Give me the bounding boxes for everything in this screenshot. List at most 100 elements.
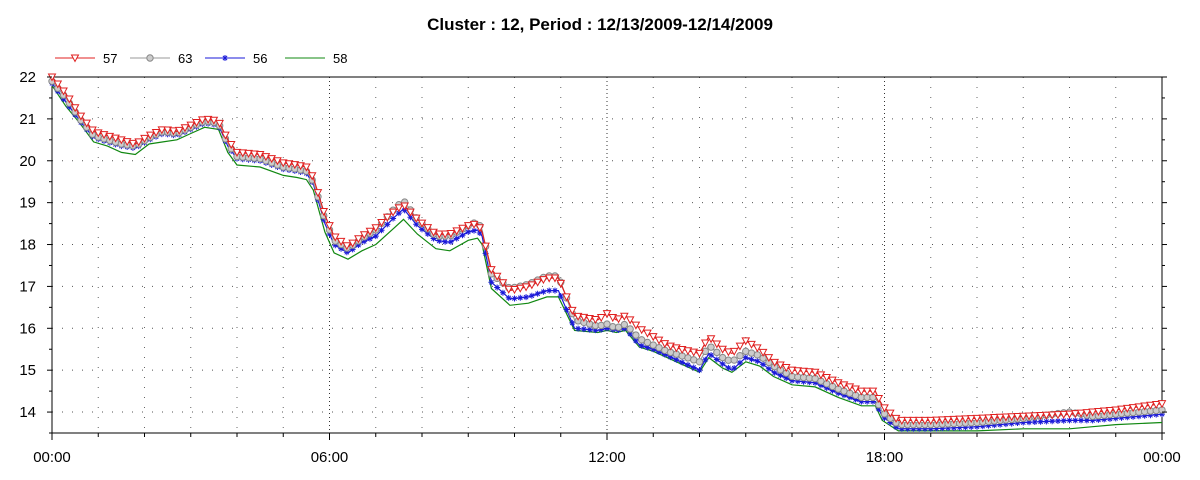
data-point	[684, 361, 691, 368]
data-point	[1030, 412, 1040, 421]
data-point	[835, 390, 842, 397]
data-point	[984, 414, 993, 423]
data-point	[974, 423, 980, 430]
data-point	[626, 325, 634, 333]
data-point	[354, 235, 363, 244]
data-point	[174, 126, 184, 135]
data-point	[336, 237, 346, 246]
data-point	[567, 306, 577, 315]
data-point	[232, 148, 242, 157]
data-point	[419, 226, 425, 233]
data-point	[400, 202, 409, 211]
data-point	[725, 364, 732, 371]
data-point	[145, 131, 155, 140]
data-point	[361, 238, 368, 245]
data-point	[313, 189, 323, 198]
x-tick-label: 00:00	[1143, 449, 1181, 466]
data-point	[1157, 400, 1167, 409]
data-point	[776, 361, 785, 370]
data-point	[250, 150, 259, 159]
data-point	[816, 371, 826, 380]
data-point	[585, 314, 594, 324]
legend-label-63: 63	[178, 51, 192, 66]
data-point	[307, 172, 317, 181]
data-point	[338, 245, 345, 252]
data-point	[1147, 412, 1154, 419]
data-point	[1018, 412, 1028, 421]
legend: 57 63 56 58	[55, 51, 347, 66]
data-point	[874, 394, 884, 404]
x-tick-label: 00:00	[33, 449, 71, 466]
data-point	[921, 425, 928, 432]
data-point	[943, 416, 953, 425]
data-point	[580, 326, 587, 333]
data-point	[713, 356, 720, 363]
data-point	[1042, 411, 1051, 420]
data-point	[939, 425, 946, 432]
data-point	[475, 224, 485, 233]
data-point	[1014, 420, 1021, 427]
data-point	[238, 149, 248, 158]
data-point	[157, 126, 167, 135]
data-point	[471, 227, 478, 234]
data-point	[459, 232, 466, 239]
data-point	[517, 294, 524, 301]
data-point	[1083, 417, 1090, 424]
data-point	[754, 358, 761, 365]
data-point	[440, 230, 450, 239]
data-point	[546, 287, 553, 294]
data-point	[482, 250, 489, 257]
data-point	[893, 424, 900, 431]
data-point	[736, 351, 744, 360]
axes: 14 15 16 17 18 19 20 21 22 00:00 06:00 12:00 18:00 00…	[19, 69, 1180, 466]
data-point	[696, 367, 703, 374]
data-point	[186, 121, 196, 130]
data-point	[1002, 421, 1009, 428]
data-point	[221, 131, 230, 140]
y-tick-label: 18	[19, 237, 36, 254]
data-point	[209, 116, 219, 125]
data-point	[758, 348, 768, 357]
data-point	[1076, 409, 1086, 418]
series-58	[51, 85, 1163, 432]
data-point	[365, 227, 375, 236]
data-point	[1118, 414, 1125, 421]
data-point	[910, 425, 917, 432]
data-point	[458, 224, 467, 233]
data-point	[829, 387, 836, 394]
data-point	[817, 382, 824, 389]
data-point	[881, 415, 888, 422]
series-line	[51, 85, 1163, 432]
data-point	[1105, 406, 1115, 416]
data-point	[852, 396, 859, 403]
data-point	[203, 115, 213, 124]
data-point	[169, 127, 178, 136]
data-point	[638, 342, 645, 349]
data-point	[435, 230, 444, 239]
data-point	[602, 310, 612, 319]
data-point	[1060, 417, 1067, 424]
data-point	[631, 321, 641, 330]
data-point	[180, 124, 190, 133]
data-point	[487, 266, 496, 275]
data-point	[596, 314, 606, 323]
data-point	[1078, 417, 1085, 424]
data-point	[586, 326, 593, 333]
data-point	[320, 216, 327, 223]
data-point	[1122, 404, 1132, 413]
data-point	[632, 337, 639, 344]
data-point	[378, 227, 385, 234]
data-point	[735, 342, 745, 351]
data-point	[1007, 413, 1017, 422]
data-point	[927, 425, 934, 432]
data-point	[1141, 412, 1148, 419]
data-point	[789, 377, 795, 384]
data-point	[1072, 417, 1079, 424]
data-point	[695, 349, 704, 358]
data-point	[1054, 417, 1061, 424]
data-point	[914, 416, 924, 425]
data-point	[1124, 414, 1131, 421]
data-point	[916, 425, 923, 432]
data-point	[978, 414, 988, 423]
data-point	[1106, 415, 1113, 422]
